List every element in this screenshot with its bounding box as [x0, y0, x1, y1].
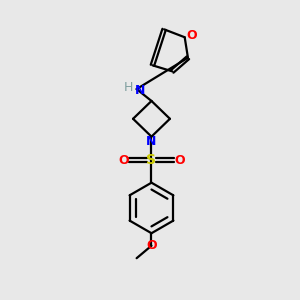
Text: N: N: [134, 84, 145, 97]
Text: O: O: [146, 239, 157, 252]
Text: O: O: [186, 29, 196, 42]
Text: O: O: [118, 154, 129, 167]
Text: N: N: [146, 136, 157, 148]
Text: S: S: [146, 153, 157, 167]
Text: H: H: [124, 81, 133, 94]
Text: O: O: [174, 154, 185, 167]
